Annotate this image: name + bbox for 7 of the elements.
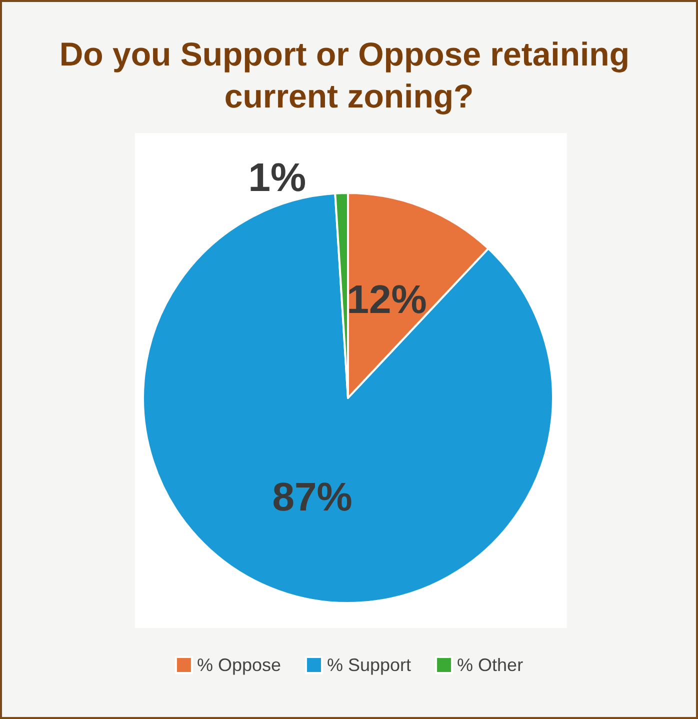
chart-title: Do you Support or Oppose retaining current zoning? <box>59 36 639 114</box>
legend-label: % Support <box>326 655 412 675</box>
data-label: 1% <box>248 156 306 200</box>
legend-label: % Other <box>457 655 524 675</box>
data-label: 87% <box>272 475 352 520</box>
legend-label: % Oppose <box>196 655 281 675</box>
data-label: 12% <box>346 278 427 322</box>
